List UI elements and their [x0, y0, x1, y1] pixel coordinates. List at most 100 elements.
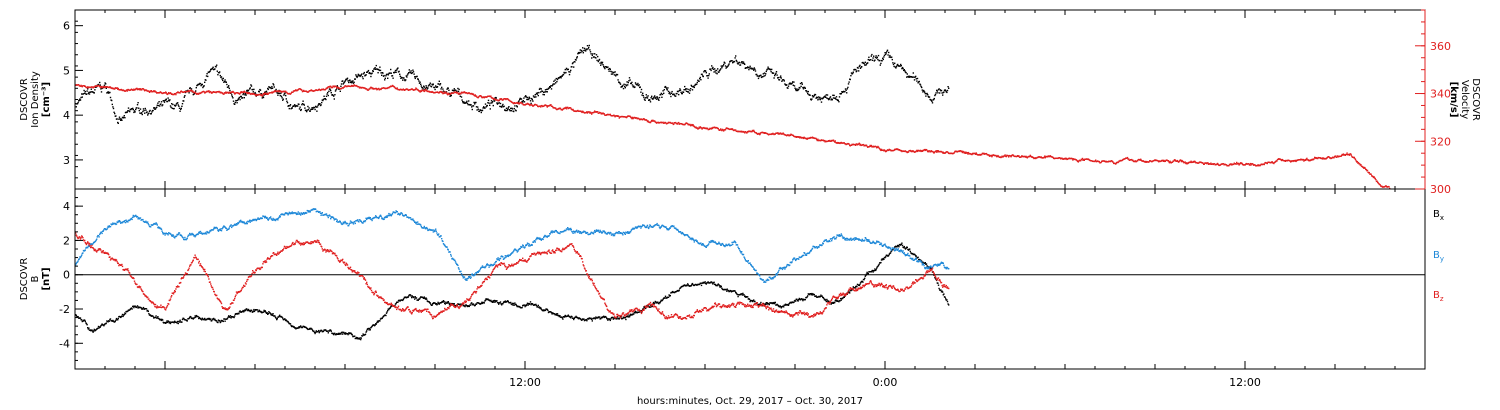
bx-point	[810, 294, 812, 296]
density-point	[440, 88, 442, 90]
density-point	[583, 49, 585, 52]
velocity-point	[1126, 156, 1129, 159]
density-point	[857, 67, 859, 69]
velocity-point	[380, 88, 382, 91]
bx-point	[87, 327, 89, 329]
velocity-point	[246, 92, 248, 95]
velocity-point	[84, 85, 86, 87]
density-point	[422, 88, 424, 90]
bx-point	[136, 306, 138, 308]
bx-point	[766, 302, 769, 304]
velocity-point	[603, 113, 605, 115]
density-point	[883, 54, 886, 56]
density-point	[462, 102, 464, 104]
velocity-point	[1340, 155, 1342, 157]
bx-point	[672, 290, 674, 293]
bx-point	[772, 302, 775, 305]
density-point	[442, 88, 444, 90]
bx-point	[500, 303, 502, 305]
velocity-point	[1235, 163, 1237, 165]
velocity-point	[292, 91, 294, 93]
density-point	[148, 110, 151, 112]
density-point	[598, 58, 601, 61]
bx-point	[443, 300, 445, 303]
velocity-point	[453, 92, 455, 94]
bx-point	[337, 333, 339, 335]
density-point	[673, 94, 676, 96]
bx-point	[605, 316, 607, 318]
density-point	[590, 53, 592, 55]
bx-point	[229, 316, 231, 318]
bx-point	[362, 333, 364, 335]
density-point	[571, 66, 573, 68]
density-point	[724, 65, 727, 67]
density-point	[271, 87, 274, 89]
density-point	[887, 54, 889, 56]
velocity-point	[1000, 156, 1003, 158]
velocity-point	[1030, 155, 1032, 157]
bx-point	[501, 304, 503, 306]
bx-point	[239, 310, 241, 312]
bx-point	[594, 317, 596, 319]
density-point	[845, 89, 847, 91]
bx-point	[385, 314, 387, 317]
bx-point	[98, 327, 100, 329]
velocity-point	[1376, 180, 1378, 182]
density-point	[438, 83, 440, 85]
bx-point	[464, 305, 466, 308]
density-point	[615, 75, 617, 77]
bx-point	[782, 305, 784, 307]
velocity-point	[271, 92, 274, 94]
velocity-point	[471, 92, 473, 95]
density-point	[916, 77, 919, 80]
velocity-point	[114, 88, 116, 90]
bx-point	[286, 320, 288, 322]
bx-point	[188, 317, 190, 320]
density-point	[679, 88, 681, 90]
density-point	[835, 98, 837, 100]
density-point	[487, 102, 489, 104]
bx-point	[75, 314, 77, 317]
velocity-point	[1213, 163, 1216, 165]
velocity-point	[208, 90, 210, 92]
density-point	[807, 90, 809, 93]
velocity-point	[782, 132, 784, 134]
bx-point	[82, 320, 85, 322]
bx-point	[419, 297, 421, 299]
bx-point	[484, 299, 487, 301]
density-point	[285, 94, 287, 97]
velocity-point	[834, 141, 836, 143]
velocity-point	[753, 130, 755, 133]
velocity-point	[964, 152, 967, 154]
density-point	[820, 97, 822, 99]
density-point	[847, 86, 849, 89]
density-point	[564, 72, 566, 74]
bx-point	[169, 321, 171, 323]
velocity-point	[689, 123, 691, 126]
velocity-point	[815, 137, 817, 140]
velocity-point	[1044, 155, 1046, 157]
density-point	[644, 99, 646, 101]
density-point	[531, 98, 533, 101]
density-point	[687, 91, 689, 93]
density-point	[924, 92, 926, 95]
density-point	[384, 79, 386, 81]
density-point	[138, 107, 140, 109]
bx-point	[573, 317, 575, 319]
density-point	[508, 109, 511, 111]
bx-point	[360, 337, 362, 339]
density-point	[921, 89, 923, 91]
velocity-point	[1233, 163, 1235, 166]
velocity-point	[1368, 171, 1370, 174]
velocity-point	[811, 136, 814, 138]
density-point	[749, 65, 751, 67]
density-point	[765, 70, 767, 73]
density-point	[576, 57, 578, 59]
density-point	[246, 89, 248, 91]
bx-point	[177, 320, 179, 323]
density-point	[356, 76, 358, 79]
velocity-point	[1271, 161, 1273, 163]
bx-point	[612, 318, 614, 320]
velocity-point	[528, 103, 530, 106]
velocity-point	[696, 127, 698, 129]
